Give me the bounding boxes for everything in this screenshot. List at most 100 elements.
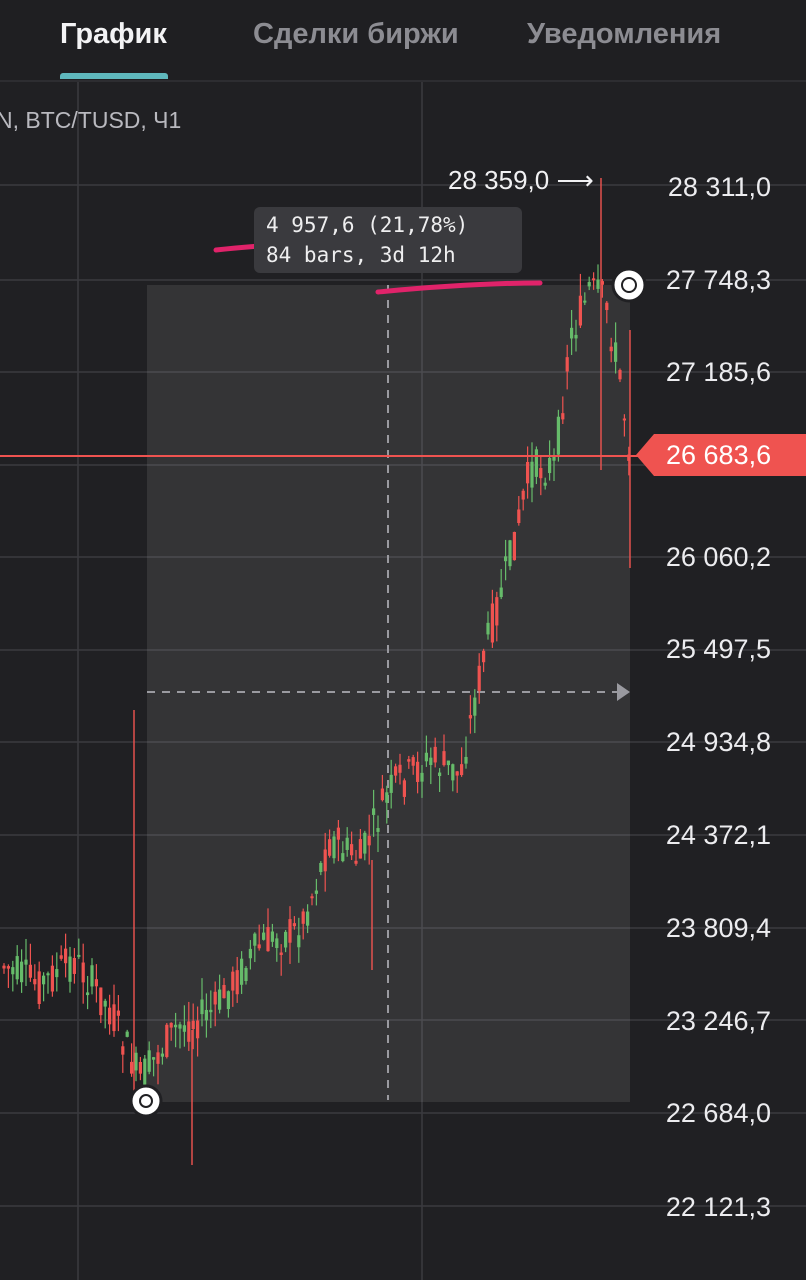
candle-body bbox=[196, 1020, 200, 1039]
candle-body bbox=[587, 282, 591, 287]
candle-body bbox=[86, 992, 90, 996]
candle-body bbox=[174, 1024, 178, 1028]
candle-body bbox=[407, 759, 411, 762]
candle-body bbox=[240, 958, 244, 985]
candle-body bbox=[385, 792, 389, 803]
tab-chart[interactable]: График bbox=[60, 18, 167, 50]
candle-body bbox=[429, 757, 433, 766]
candle-body bbox=[442, 751, 446, 766]
price-axis-label: 22 684,0 bbox=[665, 1098, 771, 1128]
candle-body bbox=[332, 836, 336, 859]
candle-body bbox=[451, 764, 455, 781]
candle-body bbox=[345, 837, 349, 850]
candle-body bbox=[565, 357, 569, 372]
candle-body bbox=[464, 756, 468, 764]
candle-body bbox=[380, 788, 384, 801]
candle-body bbox=[578, 295, 582, 326]
candle-body bbox=[226, 991, 230, 1010]
candle-body bbox=[288, 919, 292, 943]
candle-body bbox=[477, 665, 481, 691]
measurement-end-handle[interactable] bbox=[611, 267, 647, 303]
candle-body bbox=[213, 991, 217, 1005]
candle-body bbox=[68, 956, 72, 982]
candle-body bbox=[270, 931, 274, 942]
price-axis-label: 25 497,5 bbox=[665, 634, 771, 664]
candle-body bbox=[306, 911, 310, 926]
candle-body bbox=[534, 449, 538, 477]
candle-body bbox=[235, 970, 239, 995]
candle-body bbox=[490, 603, 494, 643]
candle-body bbox=[99, 987, 103, 1016]
candle-body bbox=[103, 1000, 107, 1007]
candle-body bbox=[592, 278, 596, 281]
candle-body bbox=[284, 931, 288, 948]
measurement-end-handle-ring bbox=[621, 277, 637, 293]
candle-body bbox=[548, 457, 552, 474]
candle-body bbox=[614, 342, 618, 362]
candle-body bbox=[473, 697, 477, 716]
candle-body bbox=[116, 1010, 120, 1016]
candle-body bbox=[169, 1022, 173, 1028]
candle-body bbox=[134, 1052, 138, 1071]
candle-body bbox=[517, 509, 521, 524]
candle-body bbox=[596, 279, 600, 289]
candle-body bbox=[266, 927, 270, 952]
candle-body bbox=[200, 999, 204, 1015]
candle-body bbox=[416, 761, 420, 782]
candle-body bbox=[482, 650, 486, 663]
candle-body bbox=[574, 334, 578, 339]
candle-body bbox=[222, 985, 226, 999]
candle-body bbox=[297, 935, 301, 948]
candle-body bbox=[402, 780, 406, 797]
candle-body bbox=[363, 832, 367, 854]
candle-body bbox=[438, 772, 442, 777]
candle-body bbox=[248, 948, 252, 959]
candle-body bbox=[600, 281, 604, 285]
measurement-start-handle-ring bbox=[139, 1094, 153, 1108]
candle-body bbox=[319, 862, 323, 873]
candle-body bbox=[521, 490, 525, 500]
candle-body bbox=[455, 771, 459, 776]
candle-body bbox=[152, 1057, 156, 1060]
candle-body bbox=[165, 1024, 169, 1057]
candle-body bbox=[512, 531, 516, 561]
candle-body bbox=[156, 1052, 160, 1064]
tab-notifications[interactable]: Уведомления bbox=[527, 18, 722, 50]
candle-body bbox=[310, 896, 314, 899]
candle-body bbox=[90, 965, 94, 987]
candle-body bbox=[187, 1021, 191, 1042]
candle-body bbox=[411, 757, 415, 766]
price-axis-label: 23 246,7 bbox=[665, 1006, 771, 1036]
candle-body bbox=[244, 967, 248, 981]
price-axis-label: 28 311,0 bbox=[667, 172, 771, 202]
candle-body bbox=[6, 966, 10, 969]
candle-body bbox=[354, 860, 358, 864]
candle-body bbox=[468, 715, 472, 719]
candle-body bbox=[530, 461, 534, 488]
candle-body bbox=[605, 302, 609, 311]
candle-body bbox=[138, 1061, 142, 1074]
candle-body bbox=[37, 971, 41, 1005]
candle-body bbox=[147, 1050, 151, 1072]
candle-body bbox=[33, 979, 37, 985]
candle-body bbox=[372, 808, 376, 815]
tab-exchange-trades[interactable]: Сделки биржи bbox=[253, 18, 459, 50]
candle-body bbox=[160, 1053, 164, 1057]
candle-body bbox=[301, 911, 305, 924]
candle-body bbox=[143, 1058, 147, 1085]
candle-body bbox=[539, 468, 543, 479]
candle-body bbox=[358, 839, 362, 859]
candle-body bbox=[504, 556, 508, 562]
candle-body bbox=[446, 760, 450, 766]
candle-body bbox=[72, 957, 76, 974]
arrow-right-icon: ⟶ bbox=[556, 165, 594, 195]
measurement-start-handle[interactable] bbox=[129, 1084, 163, 1118]
candle-body bbox=[81, 962, 85, 983]
measurement-arrow-icon bbox=[617, 683, 630, 701]
tab-bar: График Сделки биржи Уведомления bbox=[0, 0, 806, 82]
candle-body bbox=[2, 965, 6, 969]
candle-body bbox=[389, 774, 393, 793]
candle-body bbox=[42, 975, 46, 985]
high-price-marker: 28 359,0 ⟶ bbox=[448, 165, 594, 196]
